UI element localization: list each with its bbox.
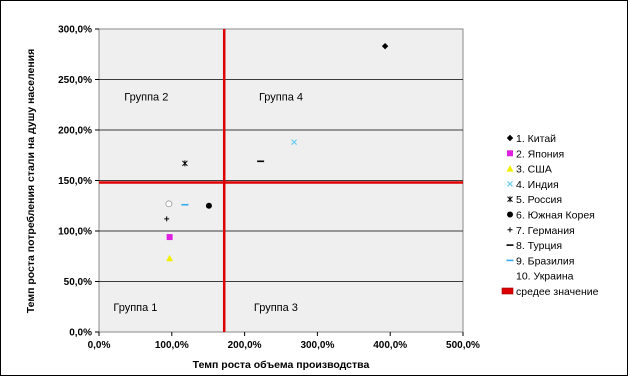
data-point: [182, 160, 188, 167]
data-point: [381, 42, 389, 50]
y-tick-label: 0,0%: [69, 328, 92, 339]
legend-entry: 6. Южная Корея: [516, 210, 595, 222]
legend: 1. Китай 2. Япония 3. США 4. Индия 5. Россия…: [501, 133, 599, 298]
data-point: [166, 254, 174, 262]
data-point: [166, 234, 173, 241]
data-point: [165, 200, 173, 208]
x-tick-label: 100,0%: [155, 340, 189, 351]
average-lines: [99, 29, 463, 332]
data-point: [205, 202, 212, 209]
y-tick-label: 300,0%: [58, 25, 92, 36]
legend-marker: [506, 134, 514, 142]
x-tick-label: 300,0%: [300, 340, 334, 351]
gridlines: [99, 79, 463, 282]
legend-entry: 7. Германия: [516, 225, 575, 237]
x-tick-label: 0,0%: [88, 340, 111, 351]
legend-marker: [507, 150, 513, 157]
y-tick-label: 50,0%: [64, 277, 92, 288]
legend-marker: [507, 196, 513, 203]
y-tick-label: 100,0%: [58, 227, 92, 238]
x-tick-label: 500,0%: [446, 340, 480, 351]
legend-entry: средее значение: [516, 286, 599, 298]
y-tick-label: 250,0%: [58, 75, 92, 86]
group-label: Группа 3: [254, 302, 298, 314]
legend-entry: 4. Индия: [516, 179, 559, 191]
group-label: Группа 2: [124, 92, 168, 104]
x-tick-label: 200,0%: [228, 340, 262, 351]
legend-entry: 5. Россия: [516, 194, 562, 206]
group-labels: Группа 1 Группа 2 Группа 3 Группа 4: [113, 92, 303, 314]
y-tick-label: 200,0%: [58, 126, 92, 137]
legend-marker: [506, 165, 514, 172]
legend-marker: [501, 287, 514, 295]
legend-entry: 2. Япония: [516, 148, 564, 160]
legend-entry: 8. Турция: [516, 240, 562, 252]
legend-entry: 9. Бразилия: [516, 255, 574, 267]
legend-entry: 3. США: [516, 164, 552, 176]
data-point: [291, 139, 298, 146]
x-axis-ticks: 0,0% 100,0% 200,0% 300,0% 400,0% 500,0%: [88, 332, 480, 351]
group-label: Группа 1: [113, 302, 157, 314]
x-tick-label: 400,0%: [373, 340, 407, 351]
group-label: Группа 4: [259, 92, 303, 104]
legend-entry: 1. Китай: [516, 133, 556, 145]
y-axis-ticks: 0,0% 50,0% 100,0% 150,0% 200,0% 250,0% 300,0%: [58, 25, 99, 339]
y-tick-label: 150,0%: [58, 176, 92, 187]
legend-marker: [507, 180, 513, 187]
legend-marker: [507, 227, 513, 233]
legend-entry: 10. Украина: [516, 271, 574, 283]
y-axis-title: Темп роста потребления стали на душу нас…: [25, 49, 37, 314]
data-point: [164, 216, 170, 222]
x-axis-title: Темп роста объема производства: [193, 359, 370, 371]
legend-marker: [507, 211, 513, 218]
data-points: [164, 42, 389, 262]
